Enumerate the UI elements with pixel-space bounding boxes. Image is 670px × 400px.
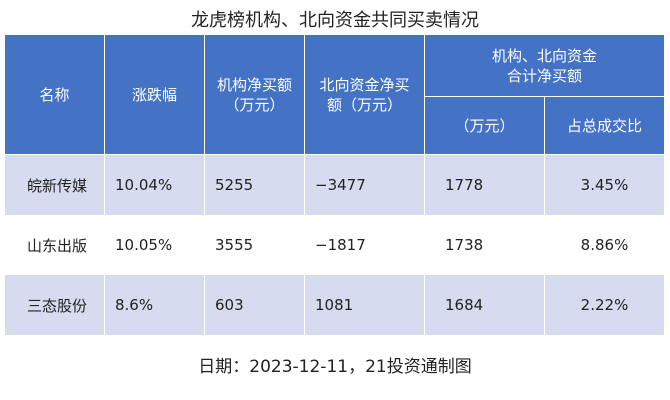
table-cell: 1778 (425, 155, 545, 215)
table-cell: 山东出版 (5, 215, 105, 275)
header-text: 涨跌幅 (131, 85, 177, 104)
table-cell: 1081 (305, 275, 425, 335)
header-cell: 名称 (5, 35, 105, 155)
header-text: 机构、北向资金 (491, 46, 597, 65)
row-background (5, 275, 665, 335)
table-cell: 皖新传媒 (5, 155, 105, 215)
table-cell: 1684 (425, 275, 545, 335)
table-cell: 3555 (205, 215, 305, 275)
table-cell: 1738 (425, 215, 545, 275)
header-cell: 机构、北向资金 合计净买额 (425, 35, 665, 97)
header-text: （万元） (224, 95, 285, 114)
table-cell: −3477 (305, 155, 425, 215)
table-cell: 10.04% (105, 155, 205, 215)
header-cell: 北向资金净买 额（万元） (305, 35, 425, 155)
header-cell: （万元） (425, 97, 545, 155)
header-text: 机构净买额 (216, 75, 292, 94)
header-text: 合计净买额 (506, 66, 582, 85)
table-cell: 三态股份 (5, 275, 105, 335)
header-cell: 机构净买额 （万元） (205, 35, 305, 155)
table-cell: 8.6% (105, 275, 205, 335)
header-text: 额（万元） (326, 95, 402, 114)
header-cell: 涨跌幅 (105, 35, 205, 155)
header-text: （万元） (454, 116, 515, 135)
table-cell: 3.45% (545, 155, 665, 215)
table-cell: 10.05% (105, 215, 205, 275)
row-background (5, 215, 665, 275)
table-cell: 5255 (205, 155, 305, 215)
table-cell: 603 (205, 275, 305, 335)
header-text: 名称 (39, 85, 70, 104)
row-background (5, 155, 665, 215)
header-cell: 占总成交比 (545, 97, 665, 155)
header-text: 占总成交比 (566, 116, 642, 135)
table-cell: 2.22% (545, 275, 665, 335)
table-cell: 8.86% (545, 215, 665, 275)
title: 龙虎榜机构、北向资金共同买卖情况 (191, 9, 479, 31)
header-text: 北向资金净买 (319, 75, 410, 94)
footer: 日期：2023-12-11，21投资通制图 (198, 356, 472, 377)
table-cell: −1817 (305, 215, 425, 275)
